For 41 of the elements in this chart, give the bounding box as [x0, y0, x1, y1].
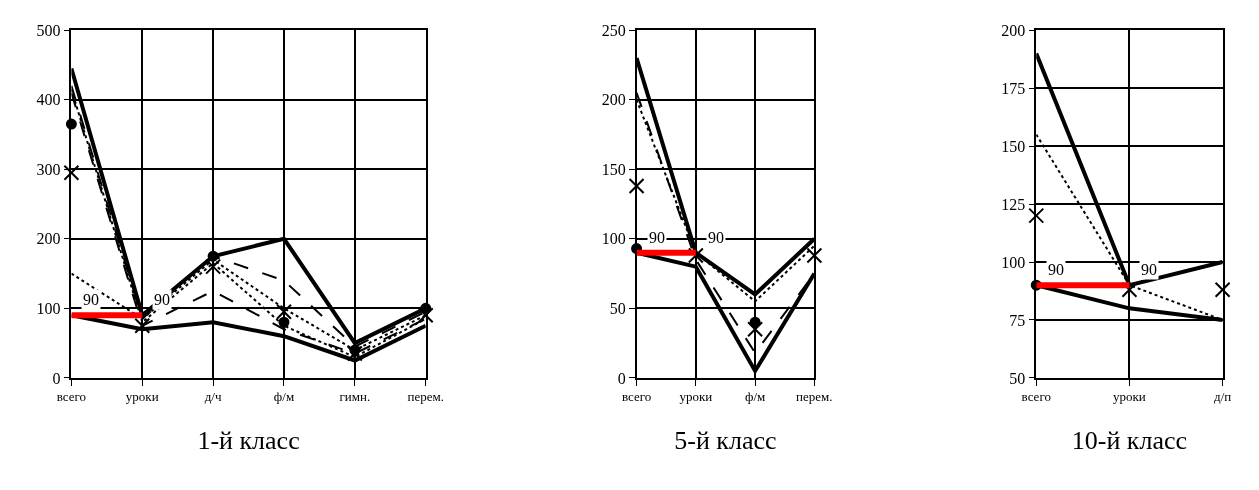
y-tick-label: 200 — [601, 91, 626, 109]
x-tick-label: всего — [56, 389, 87, 405]
y-tick-label: 200 — [1001, 21, 1026, 39]
y-tick-label: 300 — [36, 160, 61, 178]
x-tick-label: ф/м — [744, 389, 766, 405]
x-tick-label: перем. — [796, 389, 833, 405]
x-tick-label: уроки — [679, 389, 713, 405]
x-axis-title: 5-й класс — [674, 426, 777, 456]
y-tick-label: 50 — [1009, 369, 1026, 387]
x-tick-label: уроки — [1113, 389, 1146, 405]
data-label: 90 — [649, 229, 665, 246]
y-tick-label: 150 — [1001, 137, 1026, 155]
y-tick-label: 100 — [1001, 253, 1026, 271]
x-axis-title: 10-й класс — [1071, 426, 1188, 456]
data-label: 90 — [1141, 261, 1157, 278]
y-tick-label: 0 — [52, 369, 61, 387]
x-tick-label: уроки — [125, 389, 159, 405]
data-label: 90 — [1048, 261, 1064, 278]
x-tick-label: гимн. — [339, 389, 371, 405]
data-label: 90 — [154, 291, 170, 308]
x-tick-label: перем. — [407, 389, 444, 405]
y-tick-label: 50 — [609, 299, 626, 317]
y-tick-label: 0 — [617, 369, 626, 387]
y-tick-label: 150 — [601, 160, 626, 178]
x-tick-label: д/п — [1214, 389, 1232, 405]
y-tick-label: 200 — [36, 230, 61, 248]
y-tick-label: 125 — [1001, 195, 1026, 213]
y-tick-label: 500 — [36, 21, 61, 39]
y-tick-label: 250 — [601, 21, 626, 39]
x-axis-title: 1-й класс — [197, 426, 300, 456]
data-label: 90 — [83, 291, 99, 308]
y-tick-label: 400 — [36, 91, 61, 109]
x-tick-label: всего — [1021, 389, 1051, 405]
x-tick-label: всего — [621, 389, 652, 405]
x-tick-label: д/ч — [204, 389, 222, 405]
y-tick-label: 100 — [36, 299, 61, 317]
y-tick-label: 100 — [601, 230, 626, 248]
y-tick-label: 75 — [1009, 311, 1026, 329]
x-tick-label: ф/м — [273, 389, 295, 405]
y-tick-label: 175 — [1001, 79, 1026, 97]
data-label: 90 — [708, 229, 724, 246]
